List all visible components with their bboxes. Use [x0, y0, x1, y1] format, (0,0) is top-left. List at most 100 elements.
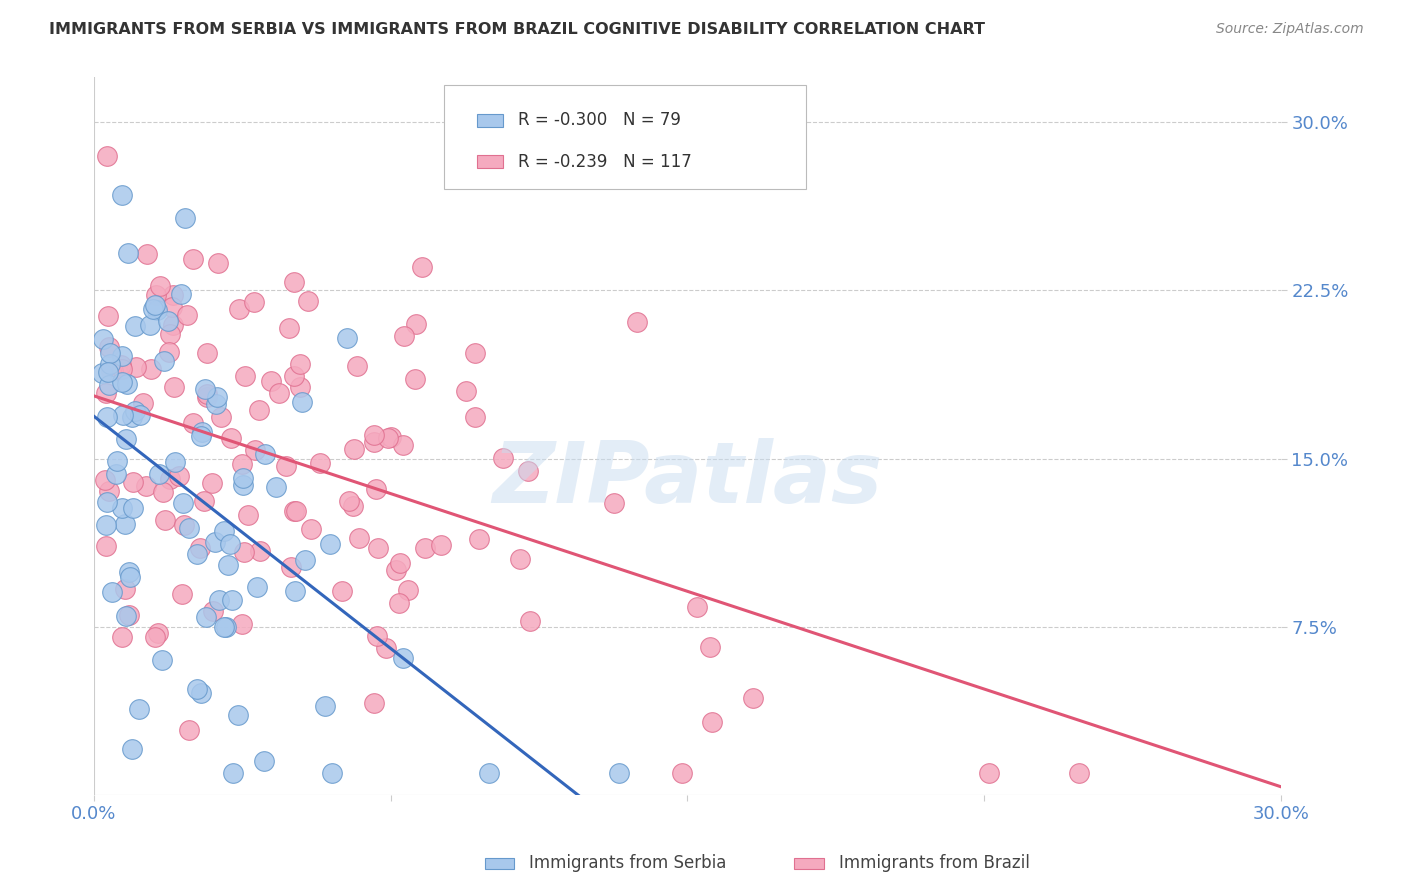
Point — [297, 293, 319, 308]
Point — [128, 408, 150, 422]
Point — [98, 340, 121, 354]
Point — [150, 653, 173, 667]
Point — [167, 469, 190, 483]
Point — [626, 315, 648, 329]
Point — [309, 456, 332, 470]
Point — [177, 521, 200, 535]
Point — [145, 288, 167, 302]
Point — [215, 620, 238, 634]
Point — [110, 349, 132, 363]
Point — [117, 246, 139, 260]
Point — [172, 587, 194, 601]
Point — [232, 471, 254, 485]
Point — [114, 516, 136, 531]
Point — [204, 397, 226, 411]
Point — [97, 309, 120, 323]
Point — [174, 211, 197, 225]
Point — [222, 765, 245, 780]
FancyBboxPatch shape — [444, 85, 806, 189]
Point — [96, 410, 118, 425]
Point — [209, 410, 232, 425]
Point — [330, 584, 353, 599]
Point — [97, 484, 120, 499]
Point — [100, 364, 122, 378]
Point — [153, 354, 176, 368]
Point — [204, 534, 226, 549]
Point — [347, 531, 370, 545]
Point — [294, 553, 316, 567]
Point — [246, 580, 269, 594]
Point — [160, 300, 183, 314]
Point — [190, 429, 212, 443]
Point — [96, 149, 118, 163]
Point — [207, 390, 229, 404]
Point — [686, 599, 709, 614]
Point — [201, 604, 224, 618]
Point — [125, 359, 148, 374]
Point — [699, 640, 721, 654]
Point — [366, 629, 388, 643]
Point — [366, 483, 388, 497]
Point — [249, 544, 271, 558]
Point — [346, 359, 368, 373]
Point — [456, 384, 478, 399]
Point — [135, 247, 157, 261]
Point — [94, 517, 117, 532]
Point — [413, 541, 436, 556]
Point — [105, 467, 128, 482]
Point — [115, 376, 138, 391]
Point — [377, 431, 399, 445]
Point — [337, 493, 360, 508]
Point — [111, 375, 134, 389]
Point — [404, 372, 426, 386]
Point — [283, 503, 305, 517]
Point — [321, 765, 343, 780]
Point — [195, 610, 218, 624]
Point — [121, 742, 143, 756]
Point — [492, 451, 515, 466]
Point — [207, 256, 229, 270]
Point — [468, 532, 491, 546]
Point — [299, 523, 322, 537]
Point — [236, 508, 259, 523]
Point — [391, 438, 413, 452]
Point — [603, 496, 626, 510]
Point — [392, 651, 415, 665]
Point — [111, 361, 134, 376]
Text: Immigrants from Brazil: Immigrants from Brazil — [839, 855, 1031, 872]
Point — [96, 539, 118, 553]
Point — [195, 387, 218, 401]
Point — [429, 538, 451, 552]
Point — [291, 395, 314, 409]
Point — [138, 318, 160, 332]
Point — [186, 682, 208, 697]
Point — [121, 475, 143, 489]
Point — [405, 317, 427, 331]
Point — [363, 428, 385, 442]
Point — [335, 331, 357, 345]
Point — [152, 484, 174, 499]
Point — [94, 473, 117, 487]
Point — [107, 454, 129, 468]
Point — [190, 425, 212, 440]
Point — [162, 380, 184, 394]
Point — [478, 765, 501, 780]
Point — [243, 294, 266, 309]
Point — [253, 754, 276, 768]
Point — [110, 359, 132, 373]
Point — [165, 455, 187, 469]
Point — [114, 432, 136, 446]
Point — [394, 328, 416, 343]
Point — [162, 288, 184, 302]
Point — [181, 252, 204, 266]
Point — [172, 495, 194, 509]
Point — [122, 500, 145, 515]
FancyBboxPatch shape — [478, 155, 503, 168]
Point — [141, 301, 163, 316]
Point — [193, 494, 215, 508]
Point — [226, 707, 249, 722]
Point — [254, 447, 277, 461]
Point — [181, 417, 204, 431]
Point — [149, 279, 172, 293]
Point — [195, 390, 218, 404]
